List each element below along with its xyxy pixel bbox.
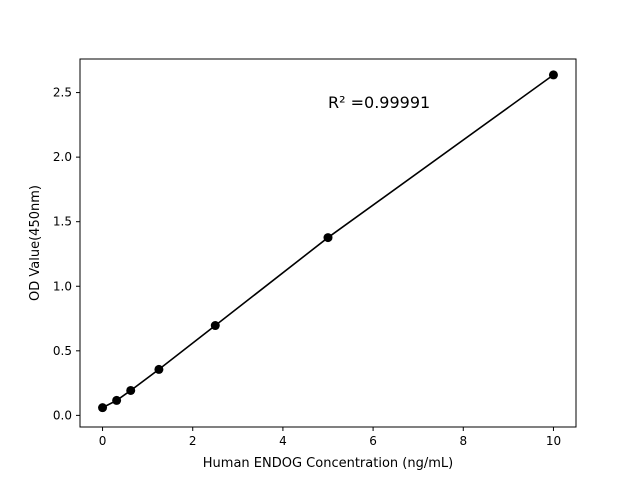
data-point [548, 70, 558, 80]
y-tick-label: 0.5 [53, 344, 72, 358]
y-axis-label: OD Value(450nm) [28, 185, 43, 301]
x-tick-label: 0 [99, 434, 107, 448]
x-tick-label: 8 [459, 434, 467, 448]
x-tick-label: 2 [189, 434, 197, 448]
r-squared-annotation: R² =0.99991 [328, 93, 430, 112]
data-point [210, 321, 220, 331]
data-point [126, 385, 136, 395]
x-tick-label: 4 [279, 434, 287, 448]
data-point [98, 403, 108, 413]
x-axis-label: Human ENDOG Concentration (ng/mL) [203, 456, 453, 471]
y-tick-label: 1.5 [53, 215, 72, 229]
y-tick-label: 1.0 [53, 279, 72, 293]
plot-area [79, 58, 577, 428]
y-tick-label: 2.5 [53, 86, 72, 100]
data-point [323, 233, 333, 243]
y-tick-label: 2.0 [53, 150, 72, 164]
x-tick-label: 10 [546, 434, 561, 448]
data-point [154, 364, 164, 374]
data-point [112, 395, 122, 405]
x-tick-label: 6 [369, 434, 377, 448]
y-tick-label: 0.0 [53, 408, 72, 422]
